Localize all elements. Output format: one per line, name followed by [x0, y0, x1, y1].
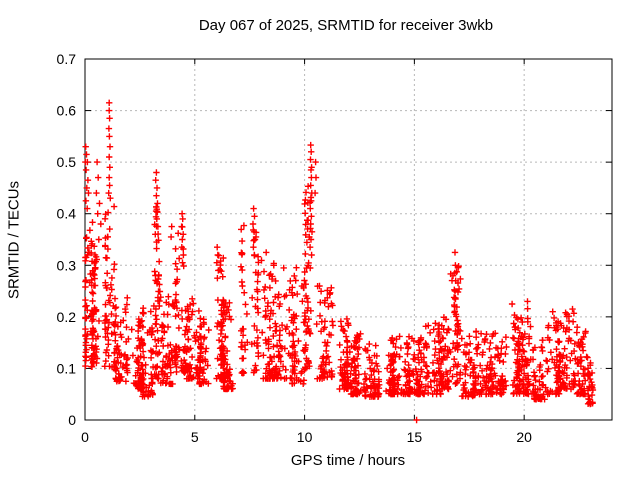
y-tick-label: 0.1	[57, 360, 77, 376]
x-axis-label: GPS time / hours	[290, 452, 406, 469]
scatter-data-points	[458, 305, 578, 403]
chart-title: Day 067 of 2025, SRMTID for receiver 3wk…	[198, 17, 494, 34]
x-tick-label: 5	[191, 429, 199, 445]
y-tick-label: 0.4	[57, 206, 77, 222]
scatter-data-points	[82, 203, 164, 400]
y-tick-label: 0.2	[57, 309, 77, 325]
x-tick-label: 15	[407, 429, 423, 445]
y-tick-label: 0.6	[57, 103, 77, 119]
plot-frame	[84, 58, 613, 421]
y-tick-label: 0.5	[57, 154, 77, 170]
y-tick-label: 0	[68, 412, 76, 428]
scatter-data-points	[82, 99, 597, 424]
scatter-data-points	[152, 222, 262, 393]
x-tick-label: 20	[516, 429, 532, 445]
y-tick-label: 0.7	[57, 51, 77, 67]
y-tick-label: 0.3	[57, 257, 77, 273]
scatter-data-points	[347, 263, 473, 400]
x-tick-label: 0	[81, 429, 89, 445]
x-tick-label: 10	[297, 429, 313, 445]
